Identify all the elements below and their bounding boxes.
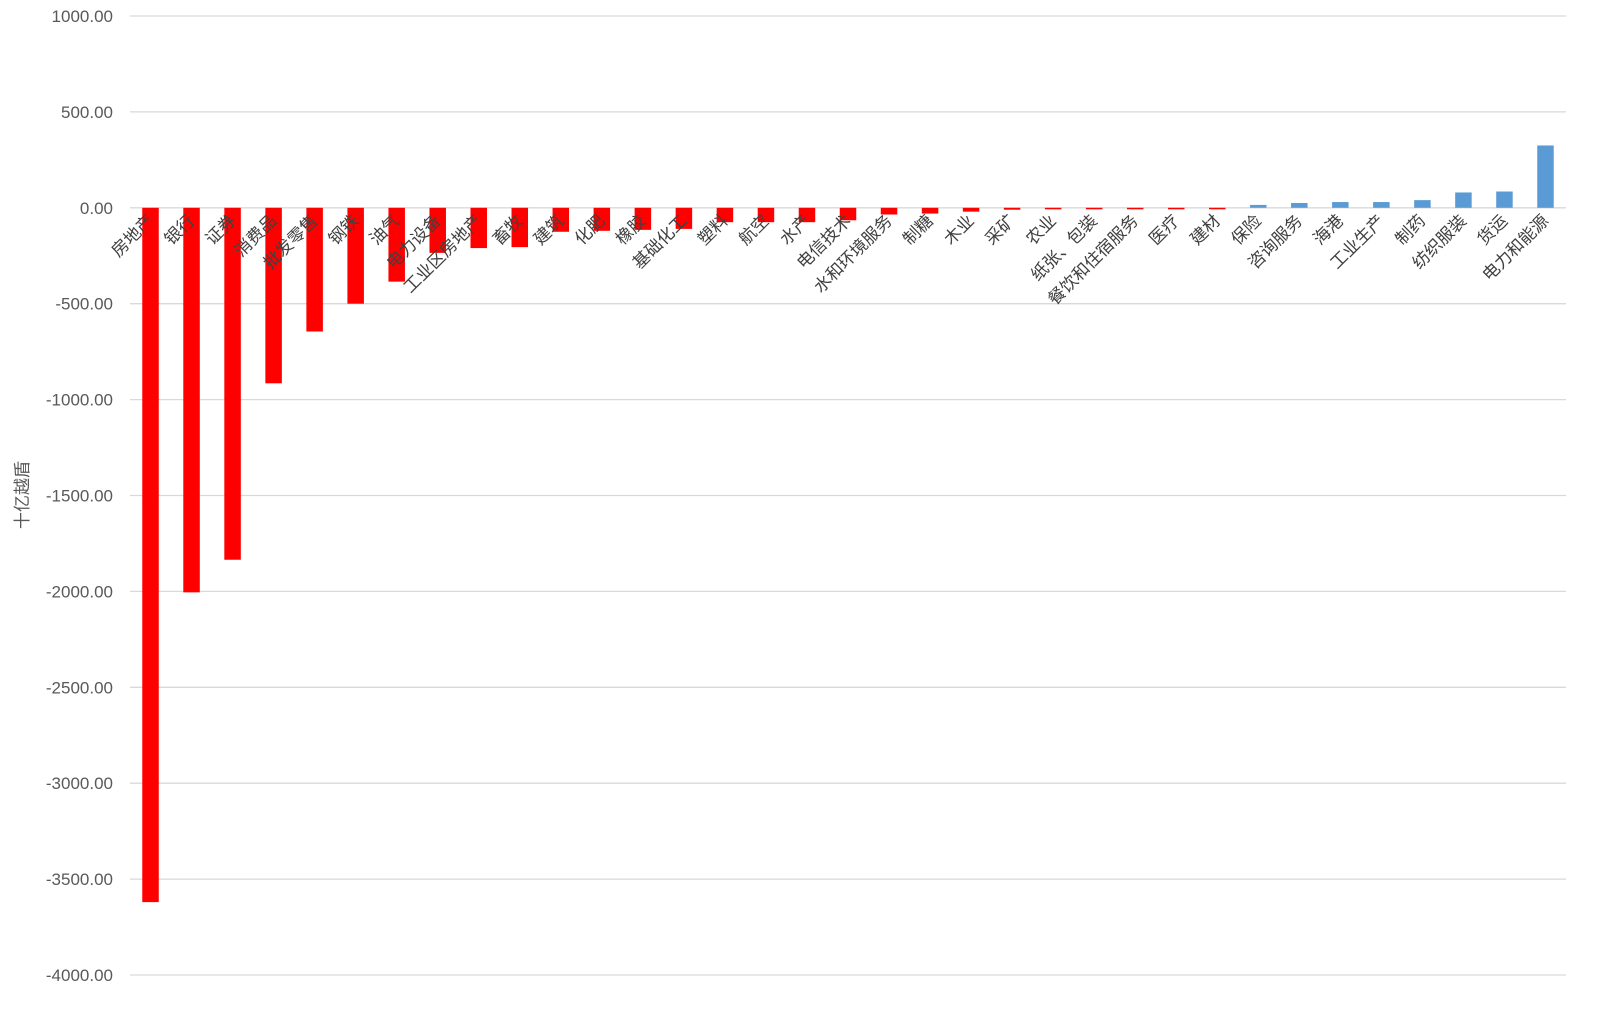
gridlines [130, 15, 1566, 976]
y-tick-label: -3500.00 [46, 870, 113, 889]
bar [1291, 203, 1308, 208]
bar [142, 207, 159, 903]
y-tick-label: -3000.00 [46, 774, 113, 793]
y-axis-tick-labels: 1000.00 500.00 0.00 -500.00 -1000.00 -1500.00… [46, 7, 113, 985]
bar [1126, 207, 1144, 210]
bar [306, 207, 323, 332]
bar [839, 207, 857, 221]
bar [1085, 207, 1103, 210]
bar [1044, 207, 1062, 210]
bar [675, 207, 693, 229]
bar [1496, 191, 1513, 208]
category-label: 采矿 [981, 211, 1019, 249]
bar [1332, 202, 1349, 208]
bar [716, 207, 734, 223]
category-label: 木业 [940, 211, 978, 249]
bar [1209, 207, 1226, 210]
bar [921, 207, 939, 214]
bar [798, 207, 816, 223]
category-label: 建材 [1187, 211, 1225, 249]
bar [593, 207, 611, 231]
y-tick-label: -2000.00 [46, 582, 113, 601]
bar [429, 207, 446, 253]
y-tick-label: -1500.00 [46, 487, 113, 506]
bar [224, 207, 241, 560]
bar [470, 207, 487, 249]
bar [1250, 204, 1267, 208]
y-tick-label: 500.00 [61, 103, 113, 122]
category-label: 医疗 [1146, 211, 1184, 249]
bar [962, 207, 980, 212]
bar [757, 207, 775, 223]
bar [388, 207, 405, 282]
bar [511, 207, 529, 248]
bar [1167, 207, 1185, 210]
bar [347, 207, 364, 304]
bar [1003, 207, 1021, 210]
y-tick-label: 0.00 [80, 199, 113, 218]
y-tick-label: 1000.00 [52, 7, 113, 26]
y-tick-label: -2500.00 [46, 678, 113, 697]
bar [183, 207, 200, 593]
bar [1373, 202, 1390, 208]
bars [142, 145, 1554, 903]
bar [1414, 200, 1431, 208]
bar [1455, 192, 1472, 208]
y-tick-label: -500.00 [55, 295, 113, 314]
bar [880, 207, 898, 215]
y-axis-title: 十亿越盾 [13, 461, 33, 529]
category-label: 制糖 [899, 211, 937, 249]
bar [265, 207, 282, 384]
bar [1537, 145, 1554, 208]
y-tick-label: -1000.00 [46, 391, 113, 410]
bar [634, 207, 652, 230]
bar [552, 207, 570, 232]
y-tick-label: -4000.00 [46, 966, 113, 985]
